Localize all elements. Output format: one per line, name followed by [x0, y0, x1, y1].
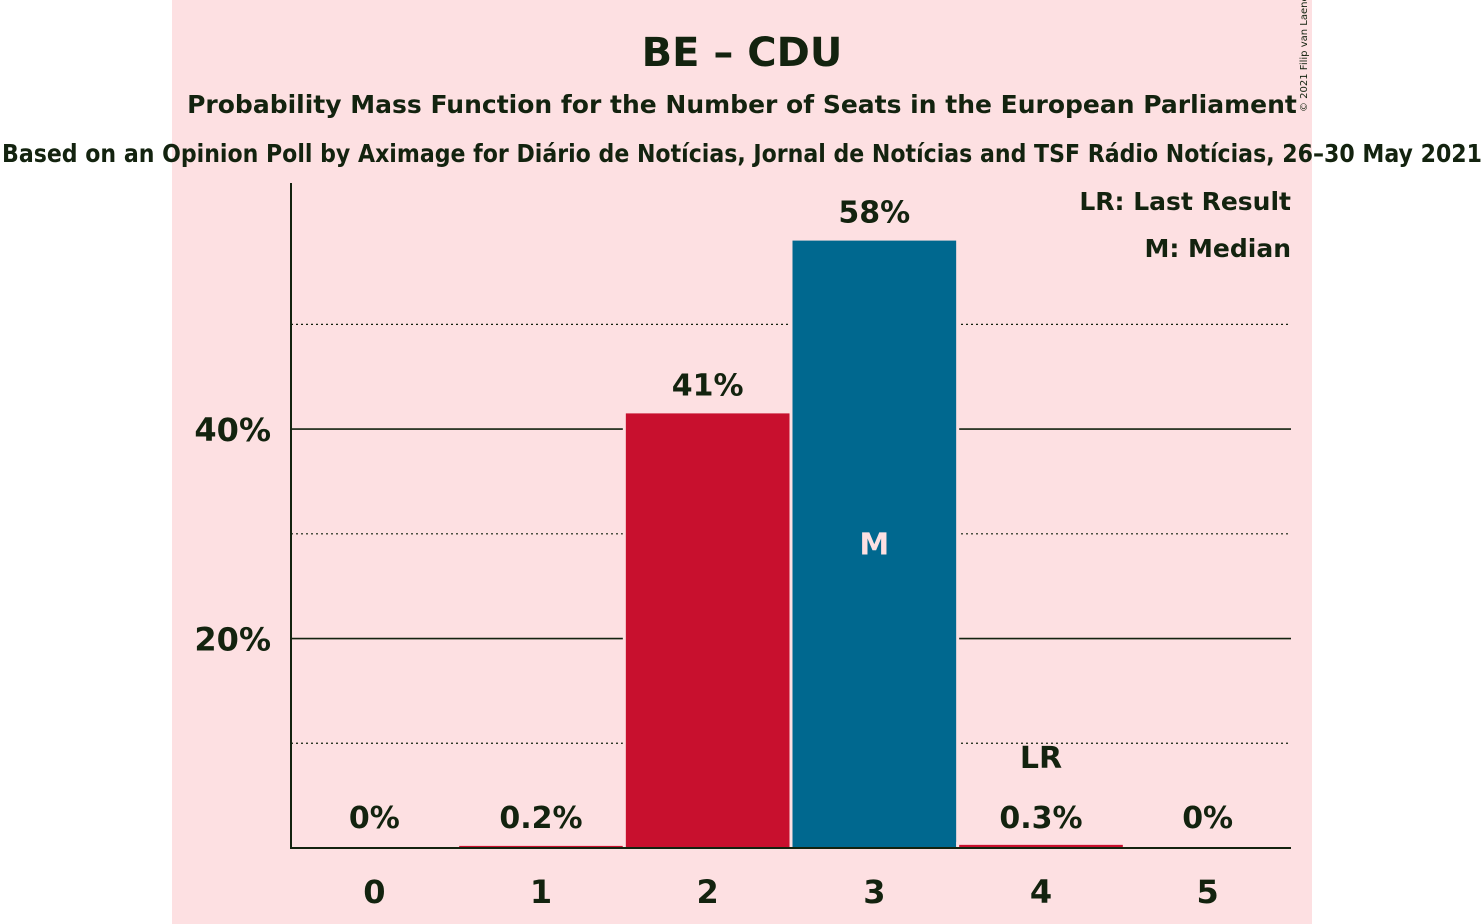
y-tick-label: 40%	[194, 411, 271, 449]
chart-source: Based on an Opinion Poll by Aximage for …	[2, 139, 1482, 168]
legend-median: M: Median	[1144, 234, 1291, 263]
bars	[456, 237, 1126, 849]
x-tick-label: 1	[530, 873, 552, 911]
bar-value-label: 41%	[672, 368, 744, 403]
bar-value-label: 0.2%	[499, 801, 582, 836]
legend-last-result: LR: Last Result	[1079, 187, 1291, 216]
bar-labels: 0% 0.2% 41% 58% 0.3% 0%	[349, 196, 1233, 836]
x-tick-label: 5	[1197, 873, 1219, 911]
x-tick-label: 4	[1030, 873, 1052, 911]
markers: M LR	[859, 527, 1062, 776]
x-tick-label: 3	[863, 873, 885, 911]
marker-m: M	[859, 527, 889, 562]
bar-seats-1	[459, 845, 623, 848]
y-axis-ticks: 20% 40%	[194, 411, 271, 658]
x-axis-ticks: 0 1 2 3 4 5	[363, 873, 1219, 911]
bar-seats-3	[792, 240, 957, 849]
bar-value-label: 0%	[1182, 801, 1233, 836]
bar-value-label: 0%	[349, 801, 400, 836]
marker-lr: LR	[1020, 741, 1062, 776]
x-tick-label: 0	[363, 873, 385, 911]
chart-subtitle: Probability Mass Function for the Number…	[187, 90, 1297, 119]
bar-value-label: 0.3%	[999, 801, 1082, 836]
chart-title: BE – CDU	[642, 30, 843, 76]
bar-seats-4	[959, 844, 1123, 848]
bar-halo	[456, 842, 626, 848]
bar-seats-2	[625, 413, 790, 848]
y-tick-label: 20%	[194, 621, 271, 659]
bar-value-label: 58%	[838, 196, 910, 231]
x-tick-label: 2	[697, 873, 719, 911]
copyright-notice: © 2021 Filip van Laenen	[1299, 0, 1310, 112]
